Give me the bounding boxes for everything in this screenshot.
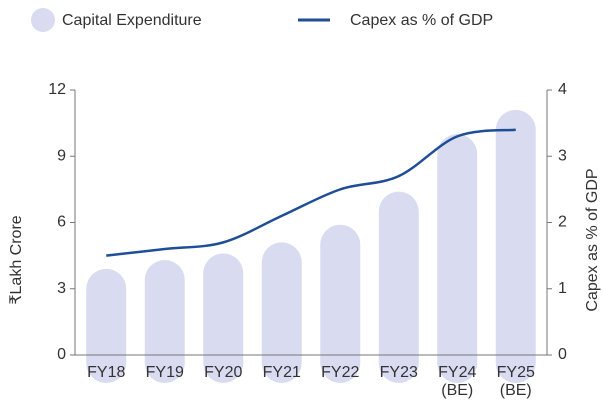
y-axis-label: ₹Lakh Crore bbox=[8, 215, 25, 304]
x-tick-label: FY24 (BE) bbox=[438, 364, 476, 399]
legend-swatch bbox=[31, 8, 55, 32]
x-tick-label: FY25 (BE) bbox=[497, 364, 535, 399]
y-tick-label: 0 bbox=[57, 346, 66, 363]
x-tick-label: FY18 bbox=[87, 364, 125, 381]
legend-label: Capital Expenditure bbox=[62, 12, 202, 29]
bar bbox=[437, 134, 478, 383]
y-tick-label: 6 bbox=[57, 214, 66, 231]
legend-label: Capex as % of GDP bbox=[350, 12, 493, 29]
x-tick-label: FY23 bbox=[380, 364, 418, 381]
y2-tick-label: 0 bbox=[558, 346, 567, 363]
x-tick-label: FY20 bbox=[204, 364, 242, 381]
y2-tick-label: 3 bbox=[558, 147, 567, 164]
y-tick-label: 9 bbox=[57, 147, 66, 164]
y2-tick-label: 4 bbox=[558, 81, 567, 98]
bar bbox=[378, 191, 419, 383]
x-tick-label: FY19 bbox=[146, 364, 184, 381]
y2-tick-label: 1 bbox=[558, 280, 567, 297]
x-tick-label: FY21 bbox=[263, 364, 301, 381]
bar bbox=[144, 260, 185, 383]
y-tick-label: 3 bbox=[57, 280, 66, 297]
x-tick-label: FY22 bbox=[321, 364, 359, 381]
bar bbox=[86, 268, 127, 383]
bar bbox=[320, 224, 361, 383]
bar bbox=[261, 242, 302, 383]
bar bbox=[495, 109, 536, 383]
bar bbox=[203, 253, 244, 383]
y2-axis-label: Capex as % of GDP bbox=[584, 168, 601, 311]
line bbox=[106, 128, 516, 257]
y-tick-label: 12 bbox=[48, 81, 66, 98]
y2-tick-label: 2 bbox=[558, 214, 567, 231]
